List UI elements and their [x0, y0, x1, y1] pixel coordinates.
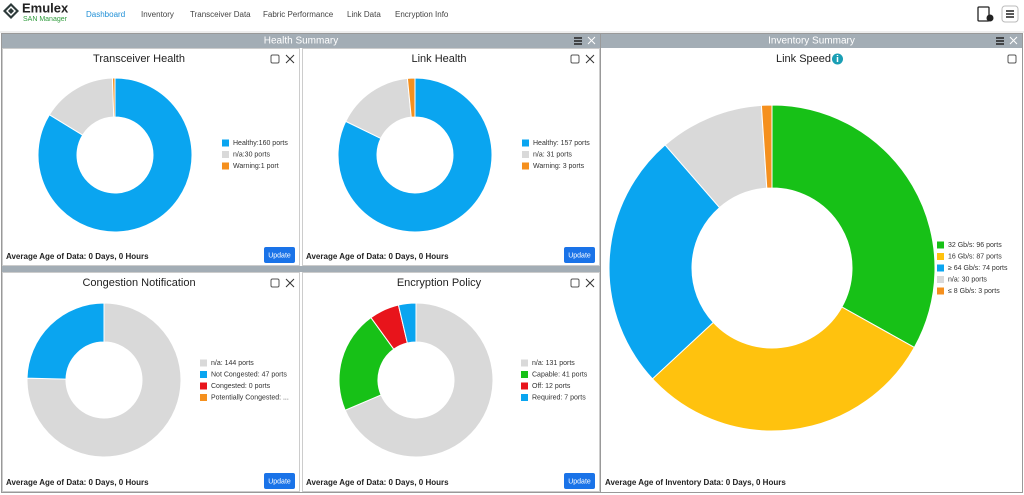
- update-button-label[interactable]: Update: [568, 252, 591, 259]
- checkbox[interactable]: [271, 279, 279, 287]
- legend-label: n/a: 131 ports: [532, 360, 575, 367]
- legend-label: Warning:1 port: [233, 163, 279, 170]
- legend-swatch: [522, 163, 529, 170]
- panel-title: Health Summary: [264, 36, 338, 47]
- card-title: Link Speed: [776, 53, 831, 65]
- legend-swatch: [521, 371, 528, 378]
- card-footer: Average Age of Data: 0 Days, 0 Hours: [306, 252, 449, 261]
- legend-swatch: [937, 253, 944, 260]
- legend-swatch: [521, 360, 528, 367]
- legend-label: Warning: 3 ports: [533, 163, 585, 170]
- legend-swatch: [522, 140, 529, 147]
- logo-title: Emulex: [22, 0, 69, 15]
- legend-swatch: [937, 288, 944, 295]
- update-button-label[interactable]: Update: [268, 478, 291, 485]
- update-button-label[interactable]: Update: [268, 252, 291, 259]
- legend-swatch: [937, 276, 944, 283]
- card-title: Link Health: [411, 53, 466, 65]
- legend-label: Healthy:160 ports: [233, 140, 288, 147]
- legend-label: Off: 12 ports: [532, 383, 571, 390]
- legend-label: n/a: 144 ports: [211, 360, 254, 367]
- nav-item[interactable]: Fabric Performance: [263, 10, 334, 19]
- legend-swatch: [200, 394, 207, 401]
- legend-label: ≥ 64 Gb/s: 74 ports: [948, 265, 1008, 272]
- checkbox[interactable]: [1008, 55, 1016, 63]
- checkbox[interactable]: [571, 55, 579, 63]
- legend-label: n/a: 30 ports: [948, 276, 987, 283]
- card-title: Encryption Policy: [397, 277, 482, 289]
- legend-swatch: [521, 383, 528, 390]
- nav-item[interactable]: Inventory: [141, 10, 174, 19]
- legend-swatch: [937, 242, 944, 249]
- legend-label: 32 Gb/s: 96 ports: [948, 242, 1002, 249]
- legend-swatch: [222, 151, 229, 158]
- card-footer: Average Age of Data: 0 Days, 0 Hours: [6, 478, 149, 487]
- legend-swatch: [937, 265, 944, 272]
- legend-label: 16 Gb/s: 87 ports: [948, 253, 1002, 260]
- card-footer: Average Age of Data: 0 Days, 0 Hours: [306, 478, 449, 487]
- legend-label: Congested: 0 ports: [211, 383, 271, 390]
- nav-item[interactable]: Encryption Info: [395, 10, 449, 19]
- nav-item[interactable]: Transceiver Data: [190, 10, 251, 19]
- legend-swatch: [222, 163, 229, 170]
- legend-label: ≤ 8 Gb/s: 3 ports: [948, 288, 1000, 295]
- legend-swatch: [222, 140, 229, 147]
- card-title: Transceiver Health: [93, 53, 185, 65]
- legend-label: n/a:30 ports: [233, 151, 270, 158]
- nav-item[interactable]: Link Data: [347, 10, 381, 19]
- card-title: Congestion Notification: [82, 277, 195, 289]
- card-footer: Average Age of Inventory Data: 0 Days, 0…: [605, 478, 786, 487]
- legend-swatch: [200, 371, 207, 378]
- nav-item[interactable]: Dashboard: [86, 10, 125, 19]
- card-footer: Average Age of Data: 0 Days, 0 Hours: [6, 252, 149, 261]
- legend-swatch: [521, 394, 528, 401]
- legend-swatch: [200, 360, 207, 367]
- row-divider: [2, 266, 600, 272]
- legend-label: Not Congested: 47 ports: [211, 371, 287, 378]
- legend-swatch: [200, 383, 207, 390]
- legend-label: Capable: 41 ports: [532, 371, 588, 378]
- legend-swatch: [522, 151, 529, 158]
- checkbox[interactable]: [271, 55, 279, 63]
- legend-label: n/a: 31 ports: [533, 151, 572, 158]
- logo-subtitle: SAN Manager: [23, 16, 68, 23]
- panel-title: Inventory Summary: [768, 36, 855, 47]
- legend-label: Potentially Congested: ...: [211, 394, 289, 401]
- update-button-label[interactable]: Update: [568, 478, 591, 485]
- checkbox[interactable]: [571, 279, 579, 287]
- legend-label: Required: 7 ports: [532, 394, 586, 401]
- legend-label: Healthy: 157 ports: [533, 140, 590, 147]
